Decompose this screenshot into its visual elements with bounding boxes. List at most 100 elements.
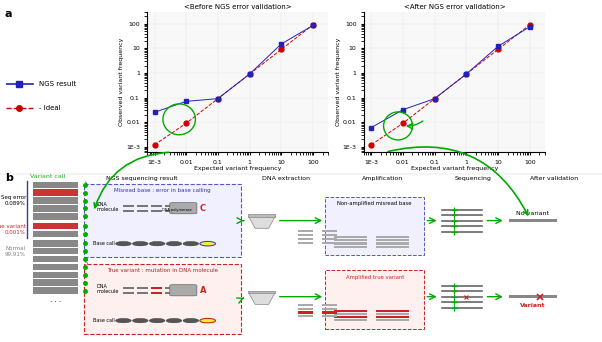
Bar: [165, 205, 176, 207]
FancyBboxPatch shape: [170, 285, 197, 296]
Text: C: C: [200, 204, 206, 213]
Bar: [137, 287, 148, 289]
X-axis label: Expected variant frequency: Expected variant frequency: [411, 166, 498, 171]
Circle shape: [200, 241, 216, 246]
Circle shape: [132, 318, 148, 323]
Text: G: G: [189, 318, 193, 323]
Text: NGS result: NGS result: [39, 81, 76, 87]
X-axis label: Expected variant frequency: Expected variant frequency: [194, 166, 282, 171]
Bar: [33, 256, 78, 262]
Bar: [33, 182, 78, 188]
Y-axis label: Observed variant frequency: Observed variant frequency: [336, 38, 341, 126]
Text: A: A: [172, 241, 176, 246]
Bar: [322, 312, 337, 314]
Bar: [376, 319, 409, 321]
Bar: [137, 292, 148, 294]
Text: NGS sequencing result: NGS sequencing result: [106, 176, 177, 181]
Text: a: a: [5, 9, 12, 18]
Polygon shape: [248, 216, 276, 228]
Text: A: A: [200, 286, 206, 295]
Bar: [123, 205, 134, 207]
Text: A: A: [172, 318, 176, 323]
Text: A: A: [206, 241, 209, 246]
Bar: [298, 307, 313, 310]
Text: Amplification: Amplification: [362, 176, 403, 181]
Bar: [33, 223, 78, 229]
Text: G: G: [138, 241, 142, 246]
Bar: [334, 319, 367, 321]
Circle shape: [166, 318, 182, 323]
Bar: [33, 279, 78, 286]
Bar: [509, 219, 557, 222]
Bar: [322, 234, 337, 236]
Bar: [248, 214, 275, 217]
Bar: [33, 248, 78, 254]
Bar: [322, 238, 337, 240]
Text: Misread base : error in base calling: Misread base : error in base calling: [114, 188, 211, 193]
Circle shape: [149, 241, 165, 246]
Text: · · ·: · · ·: [50, 299, 61, 305]
Bar: [151, 287, 162, 289]
Circle shape: [116, 318, 131, 323]
Text: Amplified true variant: Amplified true variant: [346, 275, 404, 280]
Text: No variant: No variant: [517, 211, 549, 216]
Polygon shape: [248, 292, 276, 304]
Text: Variant: Variant: [520, 303, 545, 308]
Text: molecule: molecule: [96, 289, 119, 294]
Text: Normal
99.91%: Normal 99.91%: [5, 246, 26, 256]
Bar: [298, 304, 313, 306]
Bar: [137, 205, 148, 207]
Text: True variant
0.001%: True variant 0.001%: [0, 224, 26, 235]
FancyBboxPatch shape: [84, 184, 241, 258]
Bar: [165, 287, 176, 289]
Circle shape: [166, 241, 182, 246]
Text: G: G: [138, 318, 142, 323]
Bar: [33, 189, 78, 196]
Text: DNA polymerase: DNA polymerase: [163, 208, 192, 212]
Circle shape: [183, 318, 199, 323]
Bar: [165, 292, 176, 294]
Bar: [165, 210, 176, 212]
Bar: [509, 295, 557, 298]
Bar: [322, 231, 337, 233]
Bar: [334, 246, 367, 248]
Text: Variant call: Variant call: [30, 174, 66, 179]
Text: G: G: [189, 241, 193, 246]
Circle shape: [149, 318, 165, 323]
Bar: [298, 234, 313, 236]
Bar: [298, 238, 313, 240]
Bar: [376, 239, 409, 241]
Bar: [33, 213, 78, 220]
Circle shape: [116, 241, 131, 246]
Bar: [33, 272, 78, 278]
Bar: [137, 210, 148, 212]
FancyBboxPatch shape: [170, 202, 197, 214]
Text: True variant : mutation in DNA molecule: True variant : mutation in DNA molecule: [107, 268, 218, 274]
Text: A: A: [206, 318, 209, 323]
Text: Non-amplified misread base: Non-amplified misread base: [338, 201, 412, 207]
Bar: [33, 240, 78, 247]
Title: <Before NGS error validation>: <Before NGS error validation>: [184, 4, 291, 10]
Bar: [298, 312, 313, 314]
Bar: [376, 310, 409, 312]
Text: DNA: DNA: [96, 284, 107, 289]
Bar: [376, 316, 409, 318]
Circle shape: [183, 241, 199, 246]
Text: DNA: DNA: [96, 202, 107, 207]
Bar: [151, 292, 162, 294]
Bar: [151, 205, 162, 207]
Bar: [322, 315, 337, 317]
Text: C: C: [155, 318, 159, 323]
FancyBboxPatch shape: [84, 264, 241, 334]
Bar: [298, 231, 313, 233]
FancyBboxPatch shape: [325, 197, 424, 255]
Bar: [151, 210, 162, 212]
Bar: [322, 307, 337, 310]
FancyBboxPatch shape: [325, 271, 424, 329]
Bar: [33, 197, 78, 204]
Text: Base call: Base call: [93, 241, 115, 246]
Text: - Ideal: - Ideal: [39, 105, 60, 111]
Circle shape: [132, 241, 148, 246]
Bar: [123, 210, 134, 212]
Text: Base call: Base call: [93, 318, 115, 323]
